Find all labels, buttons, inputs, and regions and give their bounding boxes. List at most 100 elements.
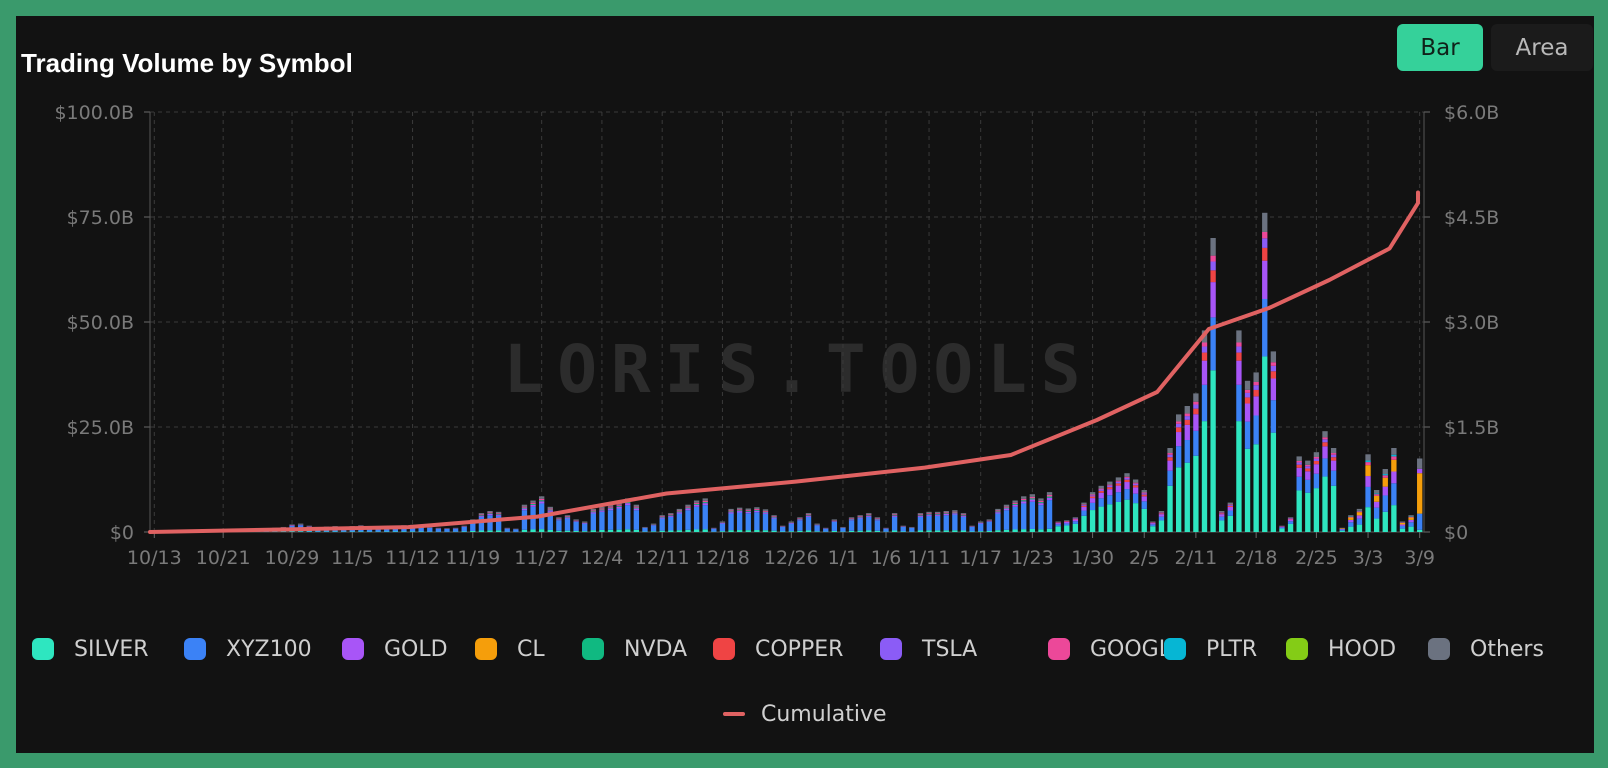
bar-segment-gold xyxy=(831,521,838,522)
bar-segment-pltr xyxy=(1365,460,1371,463)
x-tick-label: 2/25 xyxy=(1295,547,1338,569)
bar-segment-silver xyxy=(650,531,657,532)
bar-segment-copper xyxy=(1124,479,1130,483)
bar-segment-others xyxy=(1313,452,1320,457)
bar-segment-xyz100 xyxy=(444,528,450,532)
bar-segment-others xyxy=(573,519,579,521)
bar-segment-gold xyxy=(1227,507,1233,511)
bar-segment-gold xyxy=(1365,476,1371,487)
legend-label: CL xyxy=(517,636,545,662)
legend-item-silver[interactable]: SILVER xyxy=(32,628,149,670)
bar-segment-silver xyxy=(1021,529,1027,532)
bar-segment-gold xyxy=(874,519,881,521)
bar-segment-others xyxy=(857,515,863,517)
bar-segment-xyz100 xyxy=(599,511,605,530)
bar-segment-googl xyxy=(693,502,700,504)
bar-segment-xyz100 xyxy=(1391,483,1397,506)
bar-segment-nvda xyxy=(539,500,545,502)
bar-segment-tsla xyxy=(1236,346,1242,353)
bar-segment-googl xyxy=(607,506,614,508)
bar-segment-pltr xyxy=(1373,493,1380,495)
bar-segment-gold xyxy=(1417,468,1423,474)
bar-segment-silver xyxy=(1391,505,1397,532)
bar-segment-others xyxy=(556,517,562,519)
bar-segment-nvda xyxy=(754,509,760,511)
legend-item-pltr[interactable]: PLTR xyxy=(1164,628,1257,670)
bar-segment-xyz100 xyxy=(1253,415,1259,445)
bar-segment-googl xyxy=(1305,464,1311,467)
bar-segment-others xyxy=(1184,406,1190,414)
bar-segment-nvda xyxy=(857,517,863,518)
bar-segment-silver xyxy=(736,530,743,532)
legend-item-others[interactable]: Others xyxy=(1428,628,1544,670)
bar-segment-nvda xyxy=(891,515,898,516)
bar-segment-xyz100 xyxy=(805,516,812,531)
legend-item-cumulative[interactable]: Cumulative xyxy=(723,696,887,732)
bar-segment-googl xyxy=(934,513,941,515)
legend-item-nvda[interactable]: NVDA xyxy=(582,628,687,670)
bar-segment-others xyxy=(1382,469,1388,475)
bar-segment-others xyxy=(668,513,674,515)
bar-segment-silver xyxy=(762,530,769,532)
bar-segment-xyz100 xyxy=(1193,430,1199,456)
bar-segment-gold xyxy=(590,512,596,514)
bar-segment-silver xyxy=(564,530,571,532)
bar-segment-silver xyxy=(969,531,975,532)
bar-segment-gold xyxy=(297,524,304,526)
bar-segment-gold xyxy=(995,512,1001,514)
legend-item-tsla[interactable]: TSLA xyxy=(880,628,977,670)
bar-segment-googl xyxy=(986,520,992,521)
bar-segment-googl xyxy=(1098,488,1104,490)
bar-segment-gold xyxy=(1150,523,1156,525)
bar-segment-tsla xyxy=(1141,493,1147,495)
bar-segment-silver xyxy=(1167,485,1173,532)
bar-segment-googl xyxy=(478,514,485,516)
bar-segment-googl xyxy=(805,514,812,516)
x-tick-label: 12/11 xyxy=(635,547,690,569)
legend-item-googl[interactable]: GOOGL xyxy=(1048,628,1171,670)
bar-segment-googl xyxy=(1227,504,1233,505)
bar-segment-xyz100 xyxy=(900,526,906,532)
bar-segment-nvda xyxy=(1029,498,1035,500)
bar-segment-silver xyxy=(1089,510,1096,532)
legend-item-gold[interactable]: GOLD xyxy=(342,628,448,670)
bar-segment-gold xyxy=(1158,514,1165,517)
bar-segment-googl xyxy=(926,513,932,515)
area-toggle-button[interactable]: Area xyxy=(1491,24,1593,71)
legend-swatch xyxy=(1048,638,1070,660)
legend-item-cl[interactable]: CL xyxy=(475,628,545,670)
bar-segment-xyz100 xyxy=(1150,524,1156,527)
bar-segment-googl xyxy=(539,498,545,501)
bar-segment-nvda xyxy=(676,511,683,513)
bar-segment-silver xyxy=(1236,421,1242,532)
bar-segment-copper xyxy=(1262,247,1268,261)
bar-segment-xyz100 xyxy=(736,512,743,531)
bar-segment-gold xyxy=(934,514,941,516)
bar-segment-silver xyxy=(530,529,536,532)
bar-segment-copper xyxy=(1089,496,1096,499)
bar-segment-xyz100 xyxy=(848,520,855,531)
bar-segment-cl xyxy=(1339,528,1345,529)
legend-item-xyz100[interactable]: XYZ100 xyxy=(184,628,312,670)
bar-segment-copper xyxy=(1132,485,1139,488)
bar-segment-gold xyxy=(1270,378,1277,401)
bar-segment-googl xyxy=(857,516,863,518)
bar-segment-xyz100 xyxy=(1064,523,1070,526)
bar-segment-xyz100 xyxy=(840,527,846,532)
bar-segment-others xyxy=(495,511,502,514)
bar-segment-nvda xyxy=(805,515,812,516)
bar-toggle-button[interactable]: Bar xyxy=(1397,24,1483,71)
bar-segment-silver xyxy=(1313,488,1320,532)
bar-segment-others xyxy=(1098,485,1104,489)
bar-segment-googl xyxy=(960,514,967,516)
bar-segment-googl xyxy=(797,518,803,519)
bar-segment-gold xyxy=(1339,528,1345,530)
legend-item-copper[interactable]: COPPER xyxy=(713,628,843,670)
bar-segment-tsla xyxy=(1167,454,1173,458)
legend-item-hood[interactable]: HOOD xyxy=(1286,628,1396,670)
bar-segment-xyz100 xyxy=(1184,440,1190,463)
bar-segment-nvda xyxy=(917,515,924,516)
bar-segment-nvda xyxy=(633,507,640,509)
bar-segment-gold xyxy=(1382,486,1388,496)
bar-segment-nvda xyxy=(564,517,571,518)
